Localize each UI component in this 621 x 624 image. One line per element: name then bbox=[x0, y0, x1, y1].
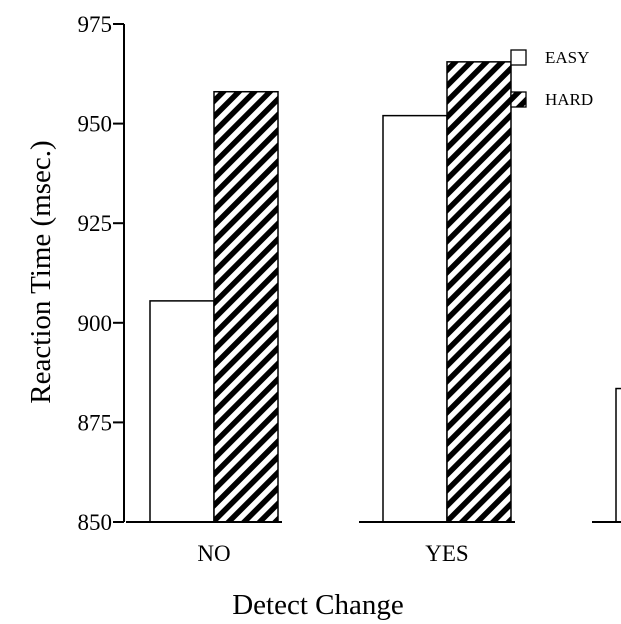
legend-swatch-easy bbox=[510, 49, 527, 66]
y-tick-label: 850 bbox=[78, 510, 113, 535]
y-tick-label: 875 bbox=[78, 410, 113, 435]
legend-label-easy: EASY bbox=[545, 48, 589, 67]
y-tick-label: 950 bbox=[78, 112, 113, 137]
bar-easy-same bbox=[615, 387, 621, 523]
bar-hard-yes bbox=[446, 61, 512, 523]
bar-easy-yes bbox=[382, 114, 448, 523]
x-axis-ticks: NOYESSAME bbox=[197, 541, 468, 566]
bar-easy-no bbox=[149, 300, 215, 523]
y-tick-label: 975 bbox=[78, 12, 113, 37]
x-tick-label: YES bbox=[425, 541, 468, 566]
legend-swatch-hard bbox=[510, 91, 527, 108]
legend-label-hard: HARD bbox=[545, 90, 593, 109]
y-axis-ticks: 850 875 900 925 950 975 bbox=[78, 12, 124, 535]
x-axis-title: Detect Change bbox=[232, 589, 404, 621]
legend: EASY HARD bbox=[510, 48, 593, 109]
y-axis-title: Reaction Time (msec.) bbox=[25, 140, 57, 403]
bars-group bbox=[149, 61, 621, 523]
y-tick-label: 900 bbox=[78, 311, 113, 336]
bar-hard-no bbox=[213, 90, 279, 523]
y-tick-label: 925 bbox=[78, 211, 113, 236]
x-tick-label: NO bbox=[197, 541, 230, 566]
